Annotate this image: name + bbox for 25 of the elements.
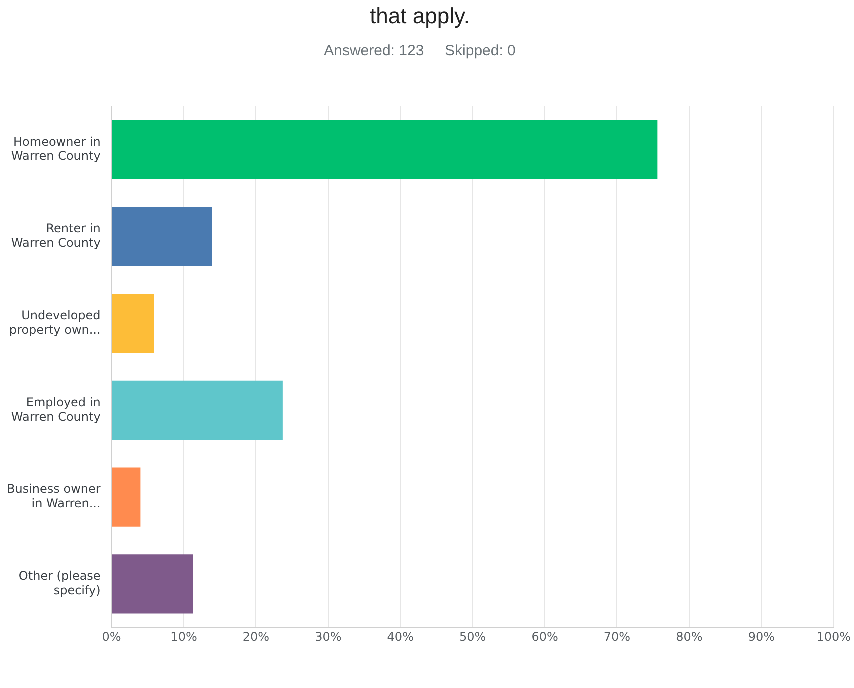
y-tick-label: Homeowner in Warren County (11, 134, 101, 164)
x-tick-label: 80% (676, 630, 703, 644)
bar (112, 380, 283, 440)
x-tick-label: 70% (604, 630, 631, 644)
y-tick-label: Undeveloped property own... (9, 308, 101, 337)
x-tick-label: 0% (102, 630, 122, 644)
chart-subtitle: Answered: 123 Skipped: 0 (324, 42, 516, 60)
x-tick-label: 20% (242, 630, 270, 644)
bar (112, 468, 141, 527)
chart-title: that apply. (370, 3, 470, 28)
y-tick-label: Other (please specify) (18, 569, 101, 598)
bar (112, 294, 154, 354)
y-tick-label: Employed in Warren County (11, 395, 101, 424)
bar (112, 207, 212, 266)
bar (112, 554, 194, 614)
x-tick-label: 60% (532, 630, 558, 644)
x-tick-label: 90% (748, 630, 775, 644)
x-tick-label: 40% (387, 630, 414, 644)
x-tick-label: 10% (170, 630, 198, 644)
x-tick-label: 100% (816, 630, 852, 644)
x-tick-label: 30% (315, 630, 342, 644)
y-tick-label: Business owner in Warren... (6, 482, 101, 511)
bar (112, 120, 658, 180)
y-tick-label: Renter in Warren County (11, 222, 101, 250)
x-tick-label: 50% (459, 630, 486, 644)
